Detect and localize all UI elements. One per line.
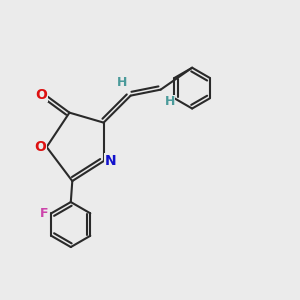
Text: N: N [104,154,116,168]
Text: H: H [164,95,175,108]
Text: F: F [40,207,48,220]
Text: O: O [34,140,46,154]
Text: H: H [116,76,127,88]
Text: O: O [36,88,47,102]
